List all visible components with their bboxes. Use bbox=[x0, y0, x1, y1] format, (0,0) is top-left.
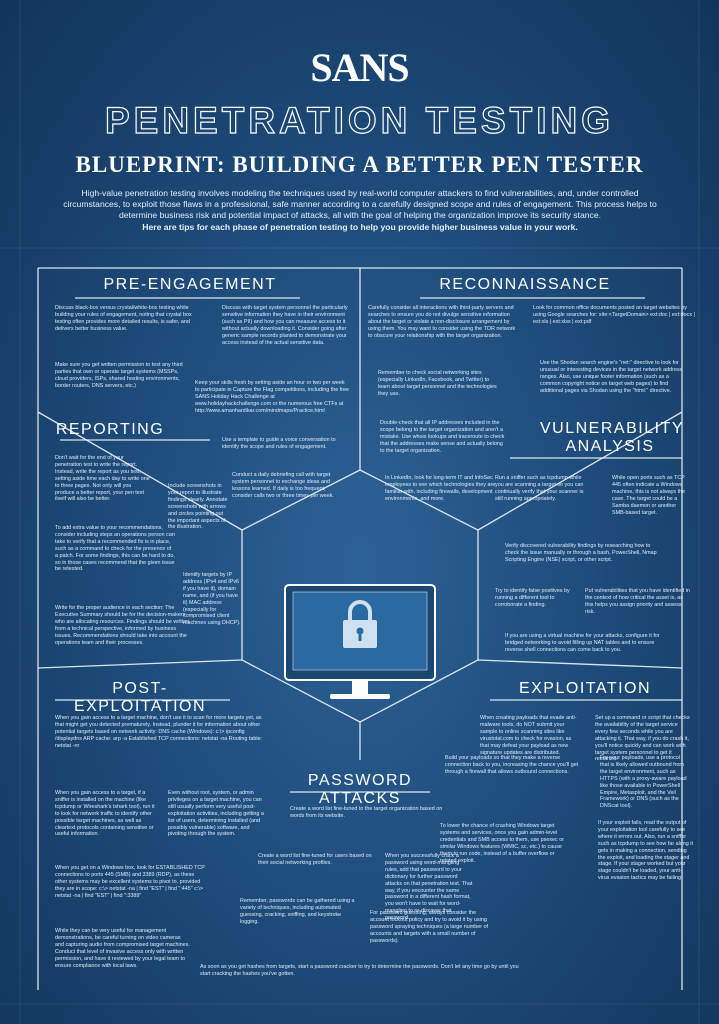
tip: Try to identify false positives by runni… bbox=[495, 588, 570, 608]
section-title: REPORTING bbox=[55, 421, 165, 438]
tip: Discuss with target system personnel the… bbox=[222, 305, 348, 346]
tip: Build your payloads so that they make a … bbox=[445, 755, 579, 775]
title: PENETRATION TESTING bbox=[104, 99, 615, 141]
tip: Use the Shodan search engine's "net:" di… bbox=[540, 360, 683, 394]
section-title: PRE-ENGAGEMENT bbox=[103, 276, 277, 293]
tip: If you are using a virtual machine for y… bbox=[505, 633, 660, 653]
tip: Make sure you get written permission to … bbox=[55, 362, 183, 389]
section-title: RECONNAISSANCE bbox=[439, 276, 611, 293]
section-title: PASSWORD ATTACKS bbox=[307, 772, 413, 807]
tip: When you gain access to a target machine… bbox=[55, 715, 263, 749]
intro-text: High-value penetration testing involves … bbox=[63, 188, 657, 221]
subtitle: BLUEPRINT: BUILDING A BETTER PEN TESTER bbox=[75, 152, 644, 177]
tip: When creating payloads that evade anti-m… bbox=[480, 715, 577, 756]
tip: Remember to check social networking site… bbox=[378, 370, 497, 397]
tip: When you get on a Windows box, look for … bbox=[55, 865, 205, 899]
tip: Create a word list fine-tuned for users … bbox=[258, 853, 372, 866]
tip: For your payloads, use a protocol that i… bbox=[600, 755, 687, 810]
tip: Keep your skills fresh by setting aside … bbox=[195, 380, 350, 414]
intro: High-value penetration testing involves … bbox=[60, 188, 660, 233]
tip: Remember, passwords can be gathered usin… bbox=[240, 898, 355, 925]
tip: Write for the proper audience in each se… bbox=[55, 605, 190, 646]
tip: For password guessing, always consider t… bbox=[370, 910, 489, 944]
monitor bbox=[284, 584, 436, 699]
tip: While open ports such as TCP 445 often i… bbox=[612, 475, 686, 516]
tip: Identify targets by IP address (IPv4 and… bbox=[183, 572, 241, 627]
tip: While they can be very useful for manage… bbox=[55, 928, 190, 969]
tip: Even without root, system, or admin priv… bbox=[168, 790, 264, 838]
tip: Put vulnerabilities that you have identi… bbox=[585, 588, 690, 615]
tip: If your exploit fails, read the output o… bbox=[598, 820, 693, 882]
tip: Discuss black-box versus crystal/white-b… bbox=[55, 305, 192, 332]
tip: Include screenshots in your report to il… bbox=[168, 483, 228, 531]
section-title: POST-EXPLOITATION bbox=[73, 680, 207, 715]
brand: SANS bbox=[310, 45, 409, 90]
tip: Verify discovered vulnerability findings… bbox=[505, 543, 657, 563]
tip: Run a sniffer such as tcpdump while you … bbox=[495, 475, 584, 502]
tip: Don't wait for the end of your penetrati… bbox=[55, 455, 150, 503]
tip: When you gain access to a target, if a s… bbox=[55, 790, 155, 838]
tip: In LinkedIn, look for long-term IT and I… bbox=[385, 475, 496, 502]
tip: Double-check that all IP addresses inclu… bbox=[380, 420, 505, 454]
tip: Look for common office documents posted … bbox=[533, 305, 695, 325]
tip: To lower the chance of crashing Windows … bbox=[440, 823, 565, 864]
tip: To add extra value to your recommendatio… bbox=[55, 525, 175, 573]
tip: As soon as you get hashes from targets, … bbox=[200, 964, 519, 977]
section-title: EXPLOITATION bbox=[518, 680, 652, 697]
section-title: VULNERABILITY ANALYSIS bbox=[540, 420, 684, 455]
tip: Carefully consider all interactions with… bbox=[368, 305, 516, 339]
tip: When you successfully crack a password u… bbox=[385, 853, 473, 922]
tip: Use a template to guide a voice conversa… bbox=[222, 437, 336, 450]
tip: Set up a command or script that checks t… bbox=[595, 715, 690, 763]
tip: Conduct a daily debriefing call with tar… bbox=[232, 472, 334, 499]
tip: Create a word list fine-tuned to the tar… bbox=[290, 806, 443, 819]
intro-emphasis: Here are tips for each phase of penetrat… bbox=[142, 221, 578, 232]
